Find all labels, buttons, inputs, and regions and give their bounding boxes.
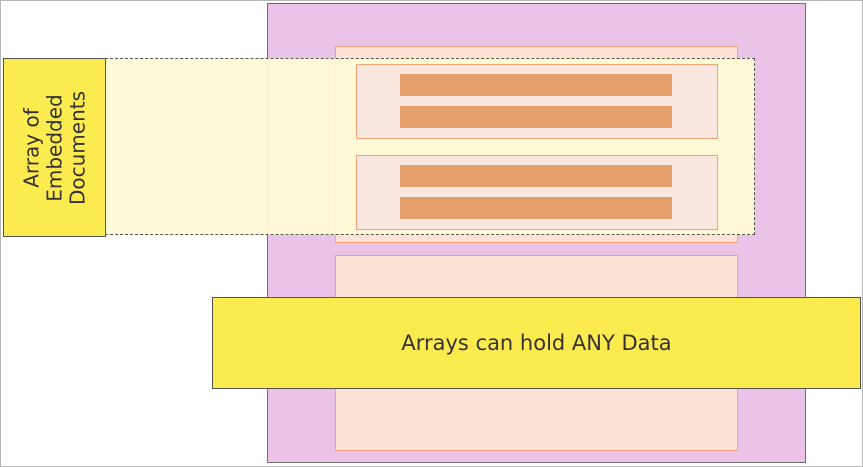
embedded-document-1-field-2 xyxy=(400,106,672,128)
embedded-document-1-field-1 xyxy=(400,74,672,96)
array-label-text: Array of Embedded Documents xyxy=(19,90,89,205)
array-label-box: Array of Embedded Documents xyxy=(3,58,106,237)
callout-box: Arrays can hold ANY Data xyxy=(212,297,861,389)
embedded-document-2-field-1 xyxy=(400,165,672,187)
callout-text: Arrays can hold ANY Data xyxy=(401,331,672,355)
embedded-document-2-field-2 xyxy=(400,197,672,219)
